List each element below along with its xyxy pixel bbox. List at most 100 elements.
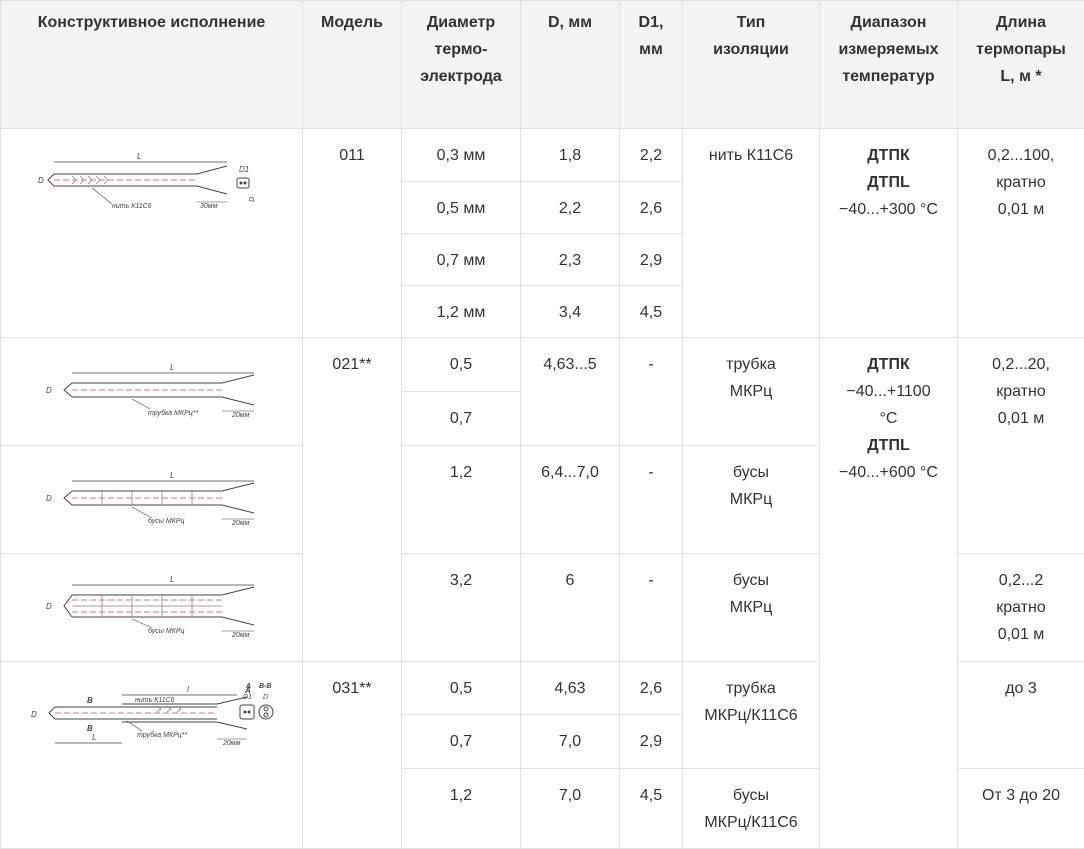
drawing-021-beads-large: L D бусы МКРц 20мм (1, 554, 303, 662)
length-021-ab: 0,2...20, кратно 0,01 м (958, 338, 1084, 554)
label-insulation: бусы МКРц (148, 517, 185, 525)
dia-021-3: 1,2 (402, 446, 521, 554)
dim-D: D (46, 386, 52, 395)
dia-011-4: 1,2 мм (402, 286, 521, 338)
header-model: Модель (303, 1, 402, 129)
insulation-021-c: бусы МКРц (683, 554, 820, 662)
dia-031-3: 1,2 (402, 769, 521, 849)
thermocouple-021-tube-diagram: L D трубка МКРц** 20мм (32, 351, 272, 431)
section-A-label: A (245, 683, 251, 690)
label-thread: нить К11С6 (135, 697, 175, 704)
section-BB-label: B-B (259, 683, 271, 690)
thermocouple-031-diagram: l D B B A нить К11С6 L трубка МКРц** 20м… (27, 675, 277, 765)
dim-tail: 20мм (231, 412, 250, 419)
thermocouple-021-beads-diagram: L D бусы МКРц 20мм (32, 459, 272, 539)
range-value-011: −40...+300 °С (826, 196, 951, 223)
dim-D1: D1 (243, 694, 252, 701)
dim-D: D (46, 494, 52, 503)
dim-D: D (31, 710, 37, 719)
d1-031-3: 4,5 (620, 769, 683, 849)
d-031-3: 7,0 (521, 769, 620, 849)
range-value-dtpk: −40...+1100 °С (826, 378, 951, 432)
thermocouple-011-diagram: L D нить К11С6 30мм D1 D (32, 142, 272, 222)
label-insulation: бусы МКРц (148, 627, 185, 635)
dim-tail: 20мм (231, 632, 250, 639)
dim-l: l (187, 685, 189, 694)
dim-tail: 30мм (200, 203, 218, 210)
model-021: 021** (303, 338, 402, 662)
d1-031-2: 2,9 (620, 715, 683, 769)
insulation-011: нить К11С6 (683, 129, 820, 338)
dim-D1: D1 (239, 165, 249, 174)
dia-011-3: 0,7 мм (402, 234, 521, 286)
dia-021-1: 0,5 (402, 338, 521, 392)
dim-D: D (46, 602, 52, 611)
dim-L: L (92, 733, 96, 742)
dia-021-4: 3,2 (402, 554, 521, 662)
length-031-b: От 3 до 20 (958, 769, 1084, 849)
dia-011-1: 0,3 мм (402, 129, 521, 182)
header-range: Диапазон измеряемых температур (820, 1, 958, 129)
range-021-031: ДТПК −40...+1100 °С ДТПL −40...+600 °С (820, 338, 958, 849)
drawing-011: L D нить К11С6 30мм D1 D (1, 129, 303, 338)
dia-011-2: 0,5 мм (402, 182, 521, 234)
header-d1: D1, мм (620, 1, 683, 129)
d-011-2: 2,2 (521, 182, 620, 234)
dim-tail: 20мм (231, 520, 250, 527)
header-row: Конструктивное исполнение Модель Диаметр… (1, 1, 1084, 129)
d-011-3: 2,3 (521, 234, 620, 286)
dim-D: D (38, 176, 44, 185)
dia-021-2: 0,7 (402, 392, 521, 446)
range-name-dtpk: ДТПК (826, 351, 951, 378)
dim-L: L (137, 152, 141, 161)
label-tube: трубка МКРц** (137, 731, 187, 739)
d-021-c: 6 (521, 554, 620, 662)
thermocouple-021-beads-large-diagram: L D бусы МКРц 20мм (32, 567, 272, 647)
dim-tail: 20мм (222, 740, 241, 747)
d1-021-a: - (620, 338, 683, 446)
d1-011-4: 4,5 (620, 286, 683, 338)
drawing-021-beads: L D бусы МКРц 20мм (1, 446, 303, 554)
range-name-dtpl: ДТПL (826, 169, 951, 196)
d-021-a: 4,63...5 (521, 338, 620, 446)
d1-021-c: - (620, 554, 683, 662)
drawing-021-tube: L D трубка МКРц** 20мм (1, 338, 303, 446)
length-011: 0,2...100, кратно 0,01 м (958, 129, 1084, 338)
header-diameter: Диаметр термо- электрода (402, 1, 521, 129)
header-d: D, мм (521, 1, 620, 129)
d-011-1: 1,8 (521, 129, 620, 182)
dim-L: L (170, 471, 174, 480)
d-031-2: 7,0 (521, 715, 620, 769)
label-insulation: нить К11С6 (112, 203, 152, 210)
dim-L: L (170, 363, 174, 372)
d-021-b: 6,4...7,0 (521, 446, 620, 554)
insulation-021-a: трубка МКРц (683, 338, 820, 446)
drawing-031: l D B B A нить К11С6 L трубка МКРц** 20м… (1, 662, 303, 849)
range-011: ДТПК ДТПL −40...+300 °С (820, 129, 958, 338)
insulation-031-a: трубка МКРц/К11С6 (683, 662, 820, 769)
section-B-top: B (87, 696, 93, 705)
d1-011-2: 2,6 (620, 182, 683, 234)
dim-D-side: D (249, 197, 256, 202)
dia-031-2: 0,7 (402, 715, 521, 769)
header-design: Конструктивное исполнение (1, 1, 303, 129)
d1-031-1: 2,6 (620, 662, 683, 715)
dim-D-section: D (263, 694, 268, 701)
d-011-4: 3,4 (521, 286, 620, 338)
insulation-021-b: бусы МКРц (683, 446, 820, 554)
model-011: 011 (303, 129, 402, 338)
section-B-bottom: B (87, 724, 93, 733)
label-insulation: трубка МКРц** (148, 409, 198, 417)
range-name-dtpk: ДТПК (826, 142, 951, 169)
d-031-1: 4,63 (521, 662, 620, 715)
header-insulation: Тип изоляции (683, 1, 820, 129)
d1-021-b: - (620, 446, 683, 554)
insulation-031-b: бусы МКРц/К11С6 (683, 769, 820, 849)
table-row: L D нить К11С6 30мм D1 D 011 0,3 мм 1,8 … (1, 129, 1084, 182)
d1-011-1: 2,2 (620, 129, 683, 182)
length-021-c: 0,2...2 кратно 0,01 м (958, 554, 1084, 662)
range-value-dtpl: −40...+600 °С (826, 459, 951, 486)
model-031: 031** (303, 662, 402, 849)
table-row: L D трубка МКРц** 20мм 021** 0,5 4,63...… (1, 338, 1084, 392)
